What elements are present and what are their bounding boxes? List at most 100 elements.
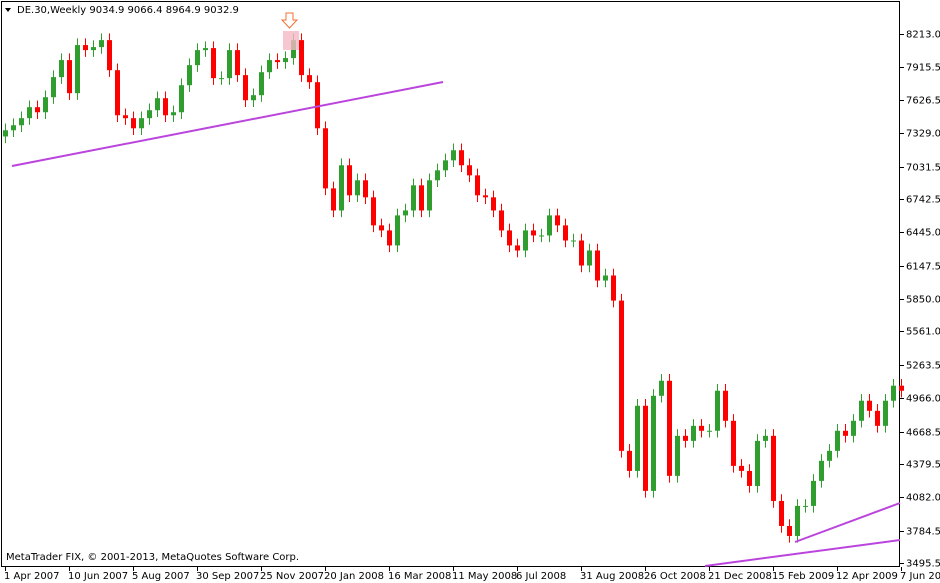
candle-body xyxy=(347,165,352,196)
candle-body xyxy=(643,405,648,491)
candle-body xyxy=(803,505,808,507)
candle-body xyxy=(67,60,72,94)
candle-body xyxy=(427,180,432,211)
candle-body xyxy=(115,70,120,116)
highlight xyxy=(283,31,299,50)
dropdown-icon xyxy=(5,8,11,12)
x-tick-label: 25 Nov 2007 xyxy=(260,571,324,582)
candle-body xyxy=(235,50,240,76)
candle-body xyxy=(275,60,280,63)
candle-body xyxy=(811,480,816,506)
candle-body xyxy=(507,230,512,246)
candle-body xyxy=(579,240,584,266)
candle-body xyxy=(203,48,208,51)
candle-body xyxy=(739,465,744,471)
candle-body xyxy=(731,420,736,466)
candle-body xyxy=(595,250,600,281)
candle-body xyxy=(459,150,464,166)
candle-body xyxy=(843,430,848,436)
arrow-marker xyxy=(280,12,299,29)
candle-body xyxy=(195,50,200,66)
candle-body xyxy=(483,195,488,198)
candle-body xyxy=(587,250,592,266)
candle-body xyxy=(179,85,184,113)
candle-body xyxy=(395,215,400,246)
candle-body xyxy=(835,430,840,451)
candle-body xyxy=(683,435,688,441)
candle-body xyxy=(435,170,440,181)
candle-body xyxy=(43,97,48,113)
candle-body xyxy=(411,185,416,211)
candle-body xyxy=(363,180,368,198)
candle-body xyxy=(891,385,896,401)
candle-body xyxy=(555,215,560,226)
candle-body xyxy=(107,40,112,71)
candle-body xyxy=(723,390,728,421)
y-tick-label: 4379.5 xyxy=(906,460,940,471)
x-tick-label: 10 Jun 2007 xyxy=(68,571,128,582)
candle-body xyxy=(251,95,256,101)
candle-body xyxy=(387,230,392,246)
candle-body xyxy=(691,425,696,441)
candle-body xyxy=(187,65,192,86)
candle-body xyxy=(883,400,888,426)
y-tick-label: 4082.0 xyxy=(906,493,940,504)
candle-body xyxy=(707,430,712,432)
y-tick-label: 7915.5 xyxy=(906,63,940,74)
y-tick-label: 4966.0 xyxy=(906,394,940,405)
candle-body xyxy=(171,112,176,116)
x-tick-label: 21 Dec 2008 xyxy=(708,571,772,582)
candle-body xyxy=(667,380,672,476)
candle-body xyxy=(603,275,608,281)
candle-body xyxy=(539,235,544,237)
trend-line xyxy=(11,81,444,167)
y-tick-label: 3495.5 xyxy=(906,559,940,570)
candle-body xyxy=(379,225,384,231)
candle-body xyxy=(51,77,56,98)
candle-body xyxy=(83,45,88,51)
candle-body xyxy=(227,50,232,79)
x-tick-label: 12 Apr 2009 xyxy=(836,571,898,582)
candle-body xyxy=(523,230,528,251)
candle-body xyxy=(859,400,864,421)
y-tick-label: 6147.5 xyxy=(906,262,940,273)
candle-body xyxy=(491,197,496,211)
candle-body xyxy=(91,47,96,51)
candle-body xyxy=(59,60,64,78)
y-tick-label: 4668.5 xyxy=(906,428,940,439)
candle-body xyxy=(451,150,456,161)
plot-frame xyxy=(1,1,900,567)
candle-body xyxy=(475,175,480,196)
candle-body xyxy=(715,390,720,431)
candle-body xyxy=(155,98,160,111)
x-tick-label: 5 Aug 2007 xyxy=(132,571,190,582)
candle-body xyxy=(35,107,40,113)
candle-body xyxy=(315,82,320,129)
x-tick-label: 6 Jul 2008 xyxy=(516,571,566,582)
footer: MetaTrader FIX, © 2001-2013, MetaQuotes … xyxy=(6,552,299,563)
candle-body xyxy=(355,180,360,196)
x-tick-label: 16 Mar 2008 xyxy=(388,571,451,582)
candle-body xyxy=(747,470,752,486)
x-tick-label: 20 Jan 2008 xyxy=(324,571,384,582)
y-tick-label: 7031.5 xyxy=(906,163,940,174)
candle-body xyxy=(211,48,216,79)
candle-body xyxy=(99,40,104,48)
candle-body xyxy=(131,118,136,129)
candle-body xyxy=(27,107,32,119)
candle-body xyxy=(443,160,448,171)
y-tick-label: 6445.0 xyxy=(906,228,940,239)
y-tick-label: 5263.5 xyxy=(906,361,940,372)
y-tick-label: 6742.5 xyxy=(906,195,940,206)
y-tick-label: 7626.5 xyxy=(906,96,940,107)
candle-body xyxy=(611,275,616,301)
candle-body xyxy=(851,420,856,436)
candle-body xyxy=(827,450,832,461)
candle-body xyxy=(515,245,520,251)
candle-body xyxy=(331,188,336,211)
candle-body xyxy=(531,230,536,236)
candle-body xyxy=(499,210,504,231)
candle-body xyxy=(11,125,16,131)
